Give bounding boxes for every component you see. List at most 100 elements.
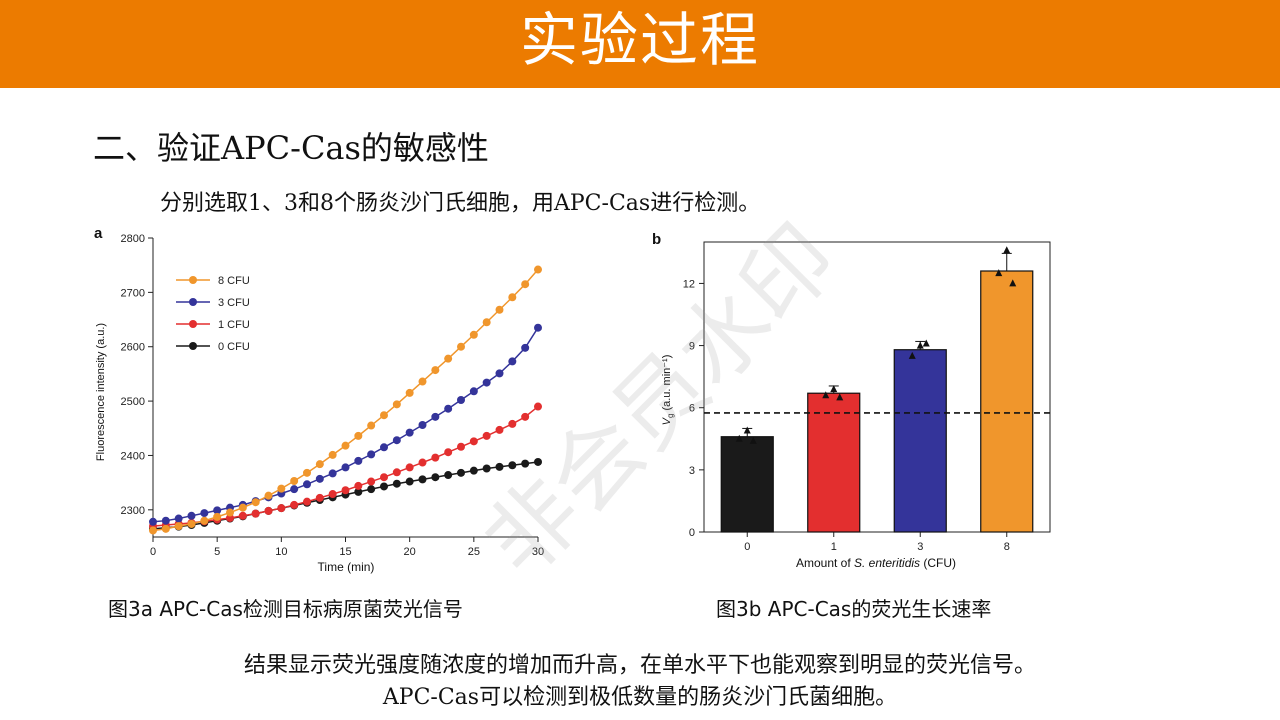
replicate-point [922, 339, 930, 347]
data-point [534, 402, 542, 411]
data-point [508, 293, 517, 302]
y-tick-label-a: 2700 [121, 287, 145, 299]
y-tick-label-b: 3 [689, 465, 695, 477]
data-point [354, 431, 363, 440]
section-heading: 二、验证APC-Cas的敏感性 [93, 129, 489, 167]
data-point [264, 506, 273, 515]
data-point [303, 468, 311, 477]
title-banner: 实验过程 [0, 0, 1280, 88]
data-point [187, 511, 196, 520]
data-point [392, 400, 401, 409]
data-point [380, 473, 388, 482]
data-point [405, 388, 414, 397]
data-point [149, 517, 157, 526]
data-point [303, 480, 311, 489]
data-point [495, 462, 504, 471]
y-tick-label-a: 2400 [121, 450, 145, 462]
y-tick-label-b: 6 [689, 403, 695, 415]
data-point [328, 450, 337, 459]
replicate-point [1009, 279, 1017, 287]
x-tick-label-a: 25 [468, 546, 480, 558]
y-tick-label-a: 2600 [121, 342, 145, 354]
replicate-point [749, 436, 757, 444]
data-point [482, 318, 491, 327]
x-tick-label-b: 8 [1004, 541, 1010, 553]
data-point [315, 493, 324, 502]
data-point [469, 466, 478, 475]
legend-label: 0 CFU [218, 341, 250, 353]
data-point [444, 404, 453, 413]
replicate-point [822, 391, 830, 399]
data-point [328, 469, 337, 478]
panel-label-a: a [94, 225, 103, 242]
bar-3 [893, 349, 947, 533]
conclusion-line-2: APC-Cas可以检测到极低数量的肠炎沙门氏菌细胞。 [382, 685, 898, 710]
data-point [482, 464, 491, 473]
data-point [213, 506, 222, 515]
data-point [315, 460, 324, 469]
x-tick-label-b: 1 [831, 541, 837, 553]
data-point [290, 477, 299, 486]
data-point [521, 343, 530, 352]
data-point [495, 369, 504, 378]
intro-text: 分别选取1、3和8个肠炎沙门氏细胞，用APC-Cas进行检测。 [160, 191, 761, 216]
data-point [457, 442, 465, 451]
data-point [521, 412, 530, 421]
data-point [226, 508, 234, 517]
legend-marker [189, 276, 197, 284]
data-point [405, 477, 414, 486]
replicate-point [836, 393, 844, 401]
data-point [418, 475, 427, 484]
data-point [367, 421, 376, 430]
data-point [431, 412, 440, 421]
data-point [161, 516, 170, 525]
data-point [341, 463, 350, 472]
plot-frame-b [703, 241, 1051, 533]
growth-rate-bar-chart: b 0 3 6 9 12 0 1 3 8 Amount of S. enteritidis (C… [652, 231, 1051, 570]
data-point [444, 354, 453, 363]
data-point [469, 437, 478, 446]
data-point [303, 497, 311, 506]
x-tick-label-a: 20 [404, 546, 416, 558]
replicate-point [1003, 246, 1011, 254]
data-point [521, 280, 530, 289]
bar-8 [980, 270, 1034, 533]
data-point [354, 456, 363, 465]
data-point [149, 526, 157, 535]
data-point [457, 468, 465, 477]
x-tick-label-b: 3 [917, 541, 923, 553]
replicate-point [995, 269, 1003, 277]
data-point [380, 443, 388, 452]
y-axis-title-a: Fluorescence intensity (a.u.) [95, 323, 107, 461]
data-point [534, 265, 542, 274]
replicate-point [735, 434, 743, 442]
y-tick-label-b: 12 [683, 278, 695, 290]
data-point [380, 482, 388, 491]
replicate-point [743, 426, 751, 434]
data-point [405, 428, 414, 437]
figure-a-caption: 图3a APC-Cas检测目标病原菌荧光信号 [108, 597, 463, 621]
data-point [392, 468, 401, 477]
x-tick-label-a: 0 [150, 546, 156, 558]
data-point [418, 377, 427, 386]
y-tick-label-b: 0 [689, 527, 695, 539]
replicate-point [916, 341, 924, 349]
data-point [315, 474, 324, 483]
data-point [405, 463, 414, 472]
data-point [482, 431, 491, 440]
data-point [367, 477, 376, 486]
data-point [290, 500, 299, 509]
data-point [341, 441, 350, 450]
data-point [392, 436, 401, 445]
data-point [174, 514, 183, 523]
data-point [277, 484, 286, 493]
figure-b-caption: 图3b APC-Cas的荧光生长速率 [716, 597, 992, 621]
data-point [457, 396, 465, 405]
y-tick-label-a: 2300 [121, 505, 145, 517]
data-point [431, 366, 440, 375]
data-point [508, 461, 517, 470]
x-tick-label-a: 10 [275, 546, 287, 558]
x-tick-label-a: 15 [339, 546, 351, 558]
data-point [213, 512, 222, 521]
legend-marker [189, 342, 197, 350]
